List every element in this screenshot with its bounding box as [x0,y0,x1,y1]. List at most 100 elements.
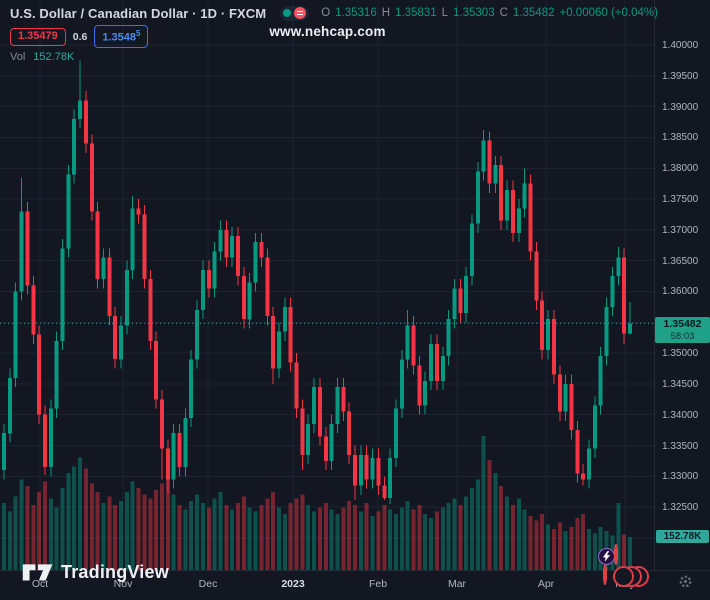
candle[interactable] [627,301,632,335]
candle[interactable] [475,162,480,233]
candle[interactable] [557,365,562,421]
candle[interactable] [241,266,246,329]
candle[interactable] [72,109,77,184]
volume-bar[interactable] [376,511,381,570]
volume-bar[interactable] [446,503,451,570]
volume-bar[interactable] [195,494,199,570]
volume-bar[interactable] [417,505,422,570]
candle[interactable] [446,310,451,366]
volume-bar[interactable] [294,498,299,570]
volume-bar[interactable] [48,498,53,570]
volume-bar[interactable] [423,513,428,570]
volume-bar[interactable] [165,477,170,570]
volume-bar[interactable] [247,507,252,570]
candle[interactable] [224,220,229,267]
volume-bar[interactable] [89,483,94,570]
volume-bar[interactable] [276,507,281,570]
volume-bar[interactable] [42,481,47,570]
volume-bar[interactable] [429,518,433,570]
candle[interactable] [546,310,550,360]
candle[interactable] [130,196,135,280]
candle[interactable] [388,448,393,505]
volume-bar[interactable] [124,492,129,570]
volume-bar[interactable] [206,507,211,570]
volume-bar[interactable] [528,516,533,570]
candle[interactable] [154,331,159,409]
candle[interactable] [516,199,521,243]
volume-bar[interactable] [148,498,153,570]
volume-bar[interactable] [101,503,106,570]
candle[interactable] [25,202,30,295]
candle[interactable] [592,396,597,458]
candle[interactable] [78,60,82,129]
volume-bar[interactable] [224,505,229,570]
candle[interactable] [534,242,539,310]
volume-bar[interactable] [60,487,65,570]
candle[interactable] [159,390,164,480]
volume-bar[interactable] [569,526,574,570]
volume-bar[interactable] [458,505,463,570]
candle[interactable] [48,399,53,477]
candle[interactable] [581,464,586,486]
candle[interactable] [470,214,474,286]
volume-bar[interactable] [200,503,205,570]
candle[interactable] [119,316,123,369]
candle[interactable] [511,180,515,243]
candle[interactable] [493,155,498,193]
candle[interactable] [288,297,293,372]
candle[interactable] [7,368,12,443]
candle[interactable] [598,347,603,415]
candle[interactable] [83,91,88,153]
candle[interactable] [89,134,94,221]
volume-bar[interactable] [31,505,36,570]
volume-bar[interactable] [13,496,18,570]
candle[interactable] [551,310,556,384]
volume-bar[interactable] [511,505,515,570]
volume-bar[interactable] [358,511,363,570]
candle[interactable] [399,350,404,418]
volume-bar[interactable] [236,503,240,570]
volume-bar[interactable] [72,466,77,570]
candle[interactable] [434,334,439,391]
candle[interactable] [189,350,194,428]
candle[interactable] [142,205,147,289]
candle[interactable] [317,377,322,446]
volume-bar[interactable] [563,531,568,570]
candle[interactable] [42,405,47,476]
candle[interactable] [505,180,510,230]
volume-bar[interactable] [177,505,182,570]
volume-bar[interactable] [253,511,258,570]
candle[interactable] [370,448,375,489]
volume-bar[interactable] [312,511,316,570]
volume-bar[interactable] [95,492,100,570]
volume-bar[interactable] [592,533,597,570]
volume-bar[interactable] [189,500,194,570]
volume-bar[interactable] [329,509,334,571]
volume-bar[interactable] [598,526,603,570]
candle[interactable] [31,276,36,344]
volume-bar[interactable] [288,503,293,570]
candle[interactable] [452,279,457,329]
volume-bar[interactable] [119,500,123,570]
candle[interactable] [195,300,199,369]
volume-bar[interactable] [487,459,492,570]
candle[interactable] [101,248,106,289]
candle[interactable] [136,199,141,224]
candle[interactable] [183,408,188,477]
buy-ask-button[interactable]: 1.35485 [94,25,149,48]
candle[interactable] [218,220,223,261]
candle[interactable] [440,347,445,391]
candle[interactable] [622,248,627,344]
volume-bar[interactable] [393,513,398,570]
candle[interactable] [487,131,492,193]
volume-bar[interactable] [317,507,322,570]
volume-bar[interactable] [581,513,586,570]
symbol-title[interactable]: U.S. Dollar / Canadian Dollar · 1D · FXC… [10,5,267,21]
volume-bar[interactable] [475,479,480,570]
volume-bar[interactable] [7,511,12,570]
candle[interactable] [95,202,100,289]
candle[interactable] [165,439,170,494]
candle[interactable] [259,233,264,267]
price-axis[interactable]: 1.35482 58:03 152.78K 1.40000 1.39500 1.39… [654,0,710,571]
